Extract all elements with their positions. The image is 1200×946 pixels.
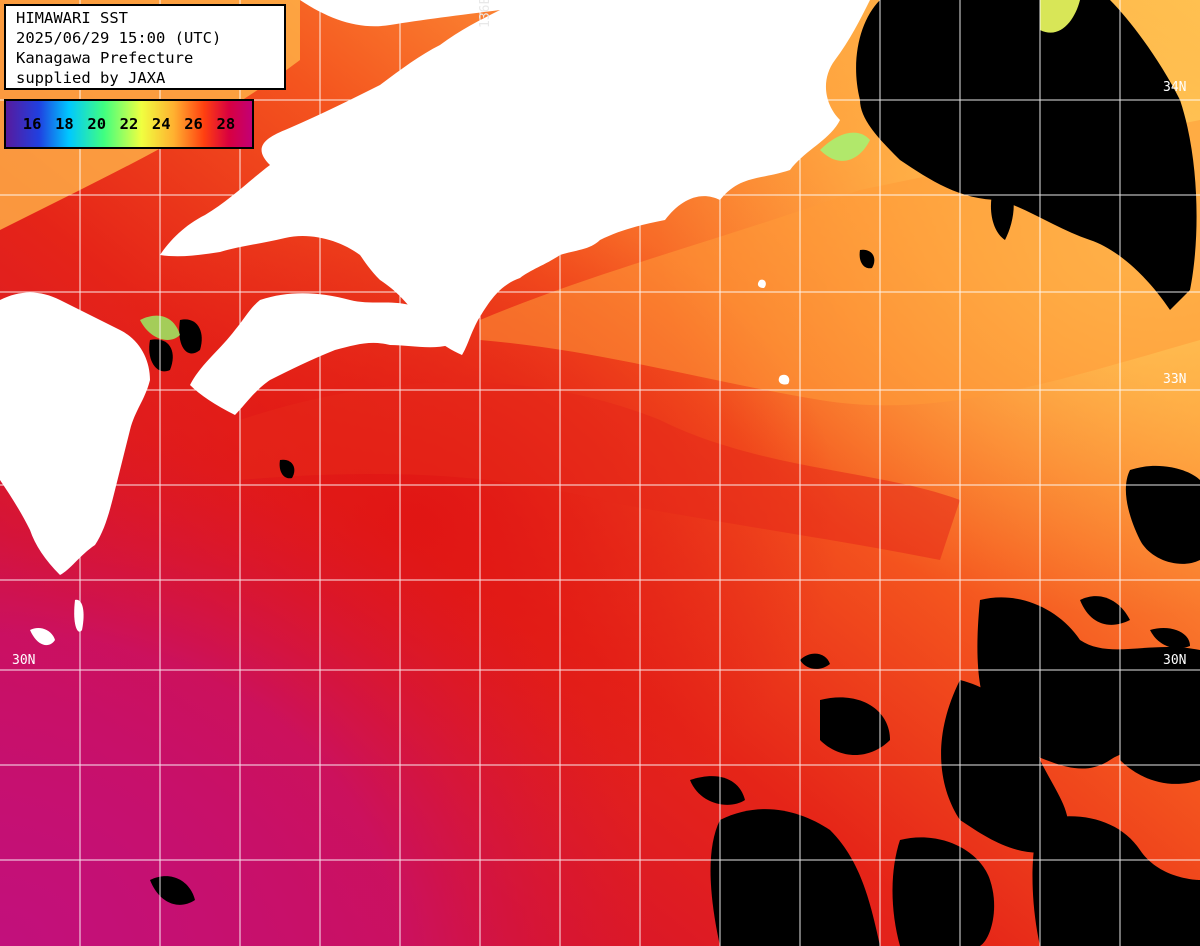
legend-tick: 28 (216, 115, 236, 133)
map-credit: supplied by JAXA (16, 69, 166, 87)
latitude-label-30n-right: 30N (1163, 653, 1187, 668)
legend-tick: 20 (87, 115, 107, 133)
map-info-box: HIMAWARI SST 2025/06/29 15:00 (UTC) Kana… (4, 4, 286, 90)
legend-tick: 22 (119, 115, 139, 133)
legend-tick: 18 (55, 115, 74, 133)
legend-tick: 16 (22, 115, 42, 133)
map-timestamp: 2025/06/29 15:00 (UTC) (16, 29, 222, 47)
legend-tick: 26 (184, 115, 203, 133)
map-region: Kanagawa Prefecture (16, 49, 194, 67)
legend-color-bar (4, 99, 254, 149)
map-title: HIMAWARI SST (16, 9, 128, 27)
latitude-label-30n-left: 30N (12, 653, 36, 668)
latitude-label-33n: 33N (1163, 372, 1187, 387)
legend-tick: 24 (151, 115, 171, 133)
cloud-mask (149, 0, 1200, 946)
latitude-label-34n: 34N (1163, 80, 1187, 95)
longitude-label-136e: 136E (478, 0, 493, 28)
temperature-legend: 16 18 20 22 24 26 28 (4, 99, 254, 149)
coastal-cool-water (140, 0, 1080, 340)
